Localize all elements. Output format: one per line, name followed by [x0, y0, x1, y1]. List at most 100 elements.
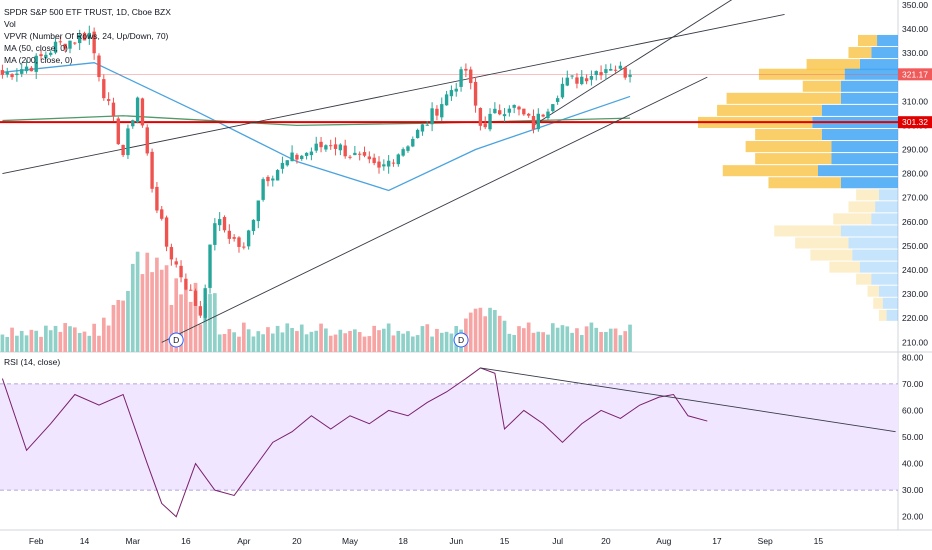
vpvr-up-bar: [873, 297, 883, 309]
support-price-tag-text: 301.32: [902, 117, 928, 127]
candle-body: [580, 76, 584, 85]
time-tick-label: 15: [500, 536, 510, 546]
volume-bar: [304, 334, 309, 352]
candle-body: [324, 145, 328, 150]
candle-body: [401, 149, 405, 156]
chart-legend: SPDR S&P 500 ETF TRUST, 1D, Cboe BZX Vol…: [4, 6, 171, 66]
volume-bar: [488, 307, 492, 352]
vpvr-down-bar: [818, 165, 898, 177]
candle-body: [63, 43, 67, 49]
candle-body: [575, 77, 579, 84]
volume-bar: [372, 325, 377, 352]
candle-body: [464, 68, 468, 71]
volume-bar: [77, 332, 82, 352]
candle-body: [20, 69, 24, 74]
candle-body: [333, 144, 338, 149]
candle-body: [488, 113, 492, 130]
candle-body: [435, 108, 439, 116]
rsi-tick-label: 70.00: [902, 379, 924, 389]
volume-bar: [381, 328, 386, 352]
volume-bar: [575, 328, 579, 352]
candle-body: [184, 278, 188, 290]
candle-body: [314, 143, 318, 151]
rsi-tick-label: 30.00: [902, 485, 924, 495]
vpvr-down-bar: [886, 309, 898, 321]
volume-bar: [353, 329, 357, 352]
candle-body: [589, 75, 594, 80]
volume-bar: [198, 324, 203, 352]
time-tick-label: Jun: [449, 536, 463, 546]
price-tick-label: 260.00: [902, 217, 928, 227]
candle-body: [309, 151, 314, 156]
candle-body: [266, 176, 270, 182]
candle-body: [512, 105, 516, 108]
vpvr-up-bar: [848, 47, 872, 59]
vpvr-down-bar: [878, 189, 898, 201]
candle-body: [10, 74, 14, 78]
price-tick-label: 340.00: [902, 24, 928, 34]
time-tick-label: Mar: [125, 536, 140, 546]
vpvr-up-bar: [806, 59, 860, 71]
candle-body: [169, 247, 174, 260]
candle-body: [0, 70, 5, 75]
vpvr-down-bar: [848, 237, 898, 249]
vpvr-up-bar: [856, 189, 879, 201]
candle-body: [73, 42, 77, 44]
candle-body: [454, 88, 458, 92]
volume-bar: [430, 336, 434, 352]
volume-bar: [599, 331, 603, 352]
candle-body: [295, 154, 299, 160]
candle-body: [372, 157, 376, 164]
trend-line: [161, 76, 708, 343]
vpvr-up-bar: [802, 80, 841, 92]
legend-vol: Vol: [4, 19, 16, 29]
volume-bar: [15, 335, 19, 352]
volume-bar: [309, 331, 314, 352]
vpvr-up-bar: [856, 273, 872, 285]
volume-bar: [193, 282, 198, 352]
candle-body: [425, 124, 429, 126]
candle-body: [290, 152, 294, 162]
candle-body: [396, 154, 400, 165]
time-tick-label: 16: [181, 536, 191, 546]
current-price-tag: [898, 68, 932, 81]
candle-body: [39, 54, 43, 57]
vpvr-up-bar: [722, 165, 818, 177]
candle-body: [338, 144, 343, 151]
candle-body: [613, 69, 618, 71]
volume-bar: [386, 323, 391, 352]
candle-body: [280, 162, 285, 169]
candle-body: [319, 141, 323, 148]
rsi-line: [1, 367, 708, 518]
candle-body: [5, 72, 9, 75]
candle-body: [242, 246, 246, 248]
volume-bar: [261, 334, 265, 352]
time-tick-label: 18: [398, 536, 408, 546]
volume-bar: [391, 335, 396, 352]
candle-body: [237, 237, 241, 247]
rsi-legend: RSI (14, close): [4, 356, 60, 368]
vpvr-down-bar: [831, 141, 898, 153]
volume-bar: [401, 333, 405, 352]
volume-bar: [478, 307, 483, 352]
candle-body: [285, 160, 289, 166]
candle-body: [517, 106, 521, 110]
candle-body: [357, 153, 362, 155]
rsi-band: [0, 383, 898, 491]
candle-body: [261, 179, 265, 200]
price-tick-label: 240.00: [902, 265, 928, 275]
vpvr-down-bar: [878, 285, 898, 297]
candle-body: [386, 160, 391, 167]
candle-body: [189, 289, 193, 291]
volume-bar: [536, 331, 541, 352]
volume-bar: [415, 335, 420, 352]
volume-bar: [179, 294, 183, 352]
price-tick-label: 280.00: [902, 169, 928, 179]
volume-bar: [290, 328, 294, 352]
volume-bar: [135, 251, 140, 352]
candle-body: [382, 164, 386, 167]
candle-body: [594, 71, 598, 76]
ma50-line: [2, 62, 631, 192]
volume-bar: [213, 293, 217, 352]
